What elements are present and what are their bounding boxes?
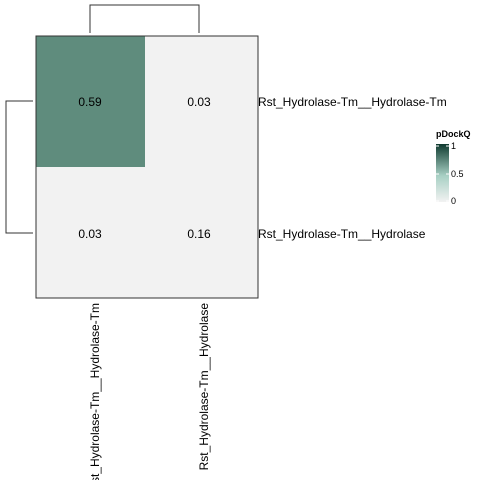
legend-tick-1: 1: [451, 141, 456, 151]
heatmap-border: [35, 35, 259, 299]
legend-tick-0: 0: [451, 196, 456, 206]
color-legend: pDockQ 1 0.5 0: [436, 129, 471, 206]
cell-value-r1-c0: 0.03: [78, 227, 102, 241]
row-labels: Rst_Hydrolase-Tm__Hydrolase-Tm Rst_Hydro…: [258, 95, 447, 241]
row-label-1: Rst_Hydrolase-Tm__Hydrolase: [258, 227, 426, 241]
heatmap-cell-r1-c1: [145, 167, 258, 298]
heatmap-cells: [36, 36, 258, 298]
column-label-0: Rst_Hydrolase-Tm__Hydrolase-Tm: [88, 303, 102, 480]
cell-value-labels: 0.59 0.03 0.03 0.16: [78, 95, 211, 241]
heatmap-cell-r0-c1: [145, 36, 258, 167]
cell-value-r0-c1: 0.03: [187, 95, 211, 109]
column-dendrogram: [89, 4, 200, 33]
legend-ticks: [436, 145, 449, 202]
legend-title: pDockQ: [436, 129, 471, 139]
legend-tick-0.5: 0.5: [451, 169, 464, 179]
heatmap-cell-r1-c0: [36, 167, 145, 298]
heatmap-cell-r0-c0: [36, 36, 145, 167]
column-label-1: Rst_Hydrolase-Tm__Hydrolase: [197, 303, 211, 471]
cell-value-r0-c0: 0.59: [78, 95, 102, 109]
row-label-0: Rst_Hydrolase-Tm__Hydrolase-Tm: [258, 95, 447, 109]
legend-colorbar: [436, 144, 449, 202]
row-dendrogram: [5, 100, 33, 234]
column-labels: Rst_Hydrolase-Tm__Hydrolase-Tm Rst_Hydro…: [88, 303, 211, 480]
cell-value-r1-c1: 0.16: [187, 227, 211, 241]
